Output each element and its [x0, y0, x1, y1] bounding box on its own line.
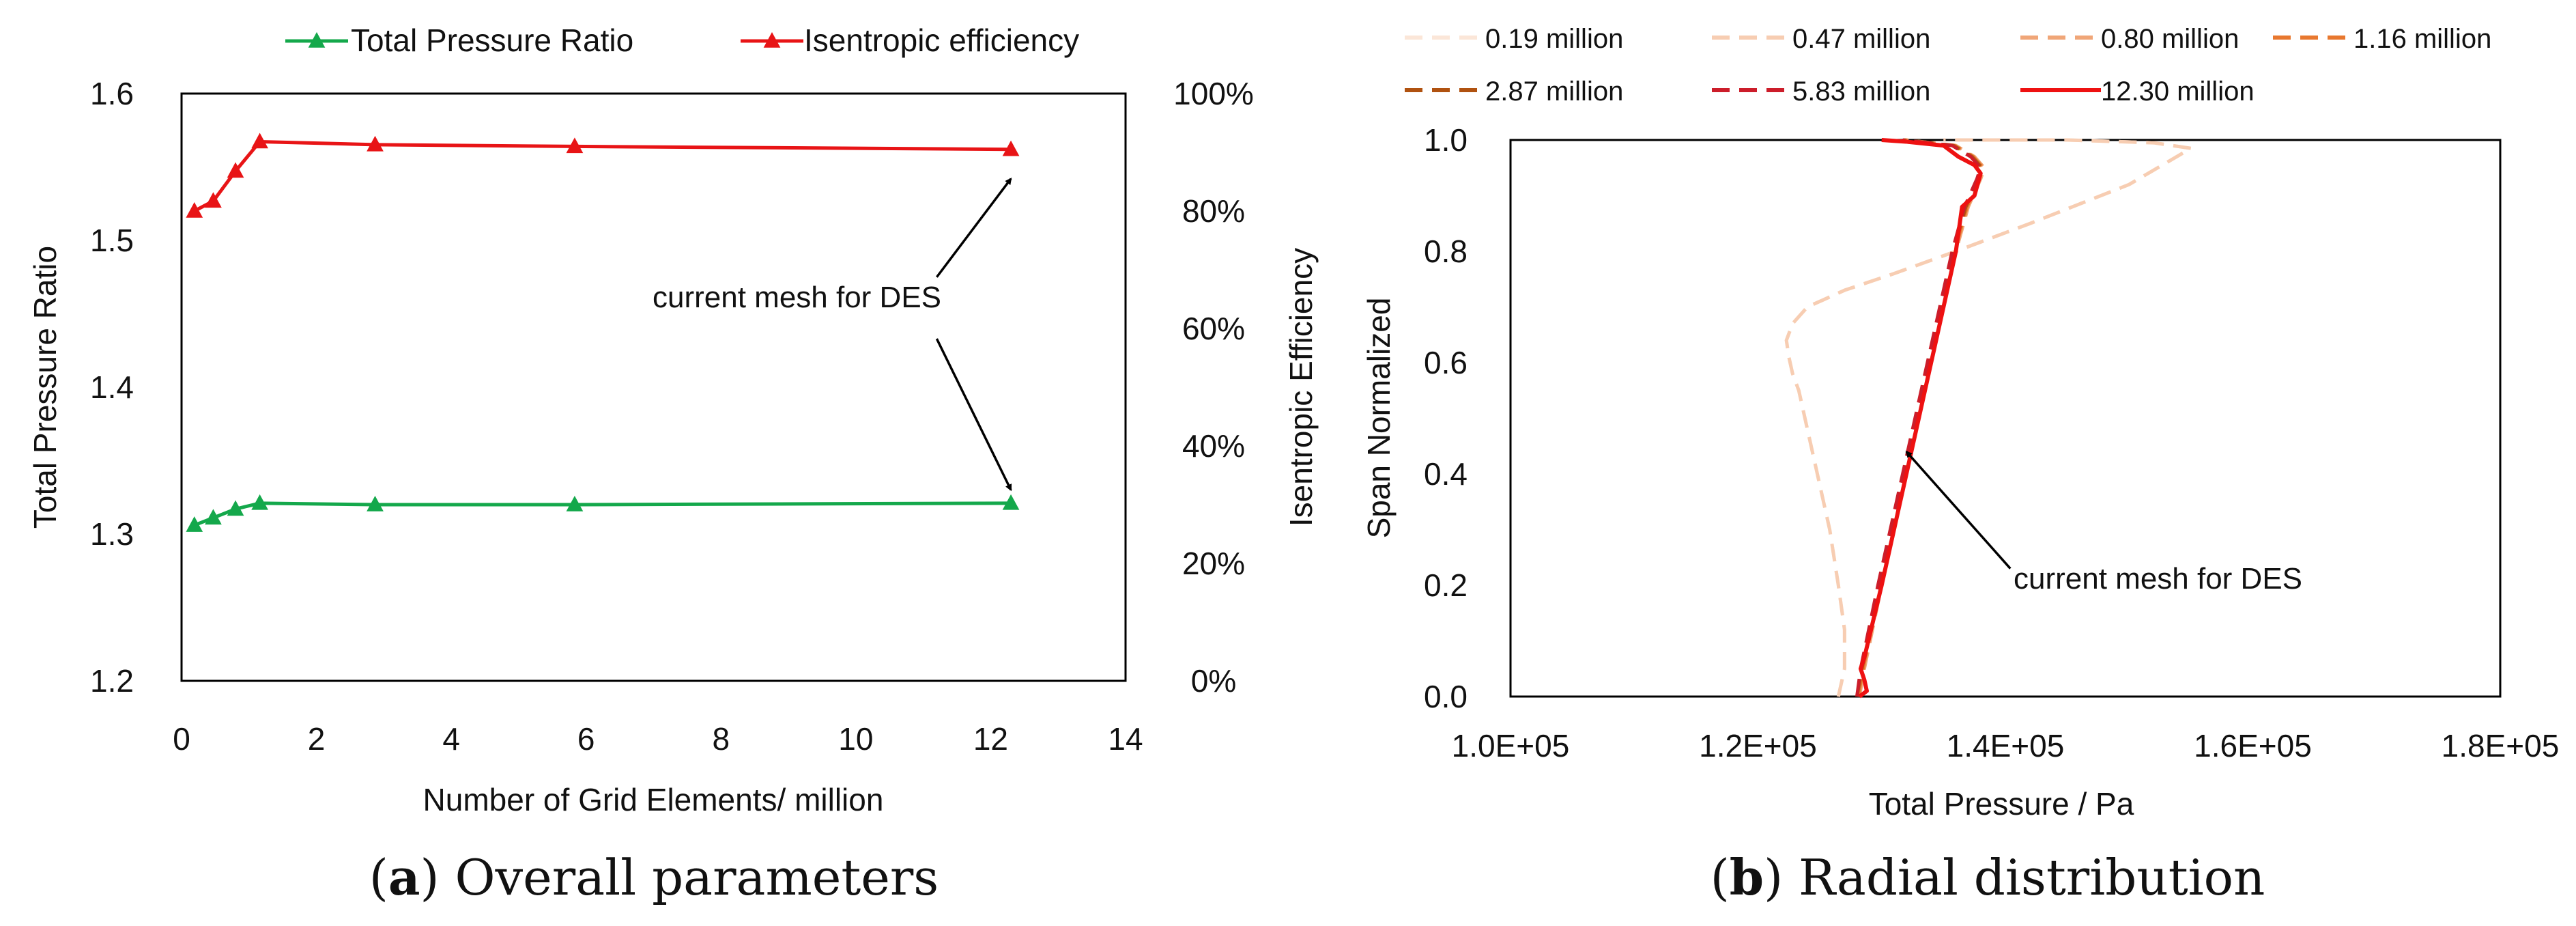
chart-a-caption-letter: a — [388, 848, 420, 906]
chart-a-x-tick-label: 0 — [173, 721, 190, 757]
chart-b-x-tick-label: 1.8E+05 — [2442, 728, 2560, 763]
chart-a-y-tick-label: 1.5 — [90, 223, 134, 258]
chart-a-legend-label-pressure-ratio: Total Pressure Ratio — [351, 23, 633, 58]
chart-b-x-tick-label: 1.4E+05 — [1947, 728, 2065, 763]
chart-b-legend-label-4: 2.87 million — [1485, 76, 1623, 107]
chart-a-point-efficiency — [566, 137, 584, 154]
chart-b-caption: (b) Radial distribution — [1711, 848, 2265, 906]
chart-b-x-axis-label: Total Pressure / Pa — [1869, 786, 2134, 822]
chart-a-series-line-efficiency — [193, 139, 1012, 213]
chart-b-caption-letter: b — [1730, 848, 1764, 906]
chart-b-x-tick-label: 1.0E+05 — [1452, 728, 1570, 763]
chart-a-point-pressure-ratio — [251, 494, 268, 510]
chart-a-y2-tick-label: 60% — [1182, 311, 1245, 346]
chart-b-y-tick-label: 0.6 — [1424, 345, 1468, 380]
chart-a-legend-marker-efficiency — [763, 32, 781, 48]
chart-a-point-pressure-ratio — [367, 496, 384, 511]
chart-b-x-tick-labels: 1.0E+05 1.2E+05 1.4E+05 1.6E+05 1.8E+05 — [1452, 728, 2560, 763]
chart-a-y2-axis-label: Isentropic Efficiency — [1283, 248, 1319, 527]
chart-a-x-tick-label: 10 — [838, 721, 873, 757]
chart-b-series-line-0 — [1784, 138, 2193, 697]
chart-b-legend-label-0: 0.19 million — [1485, 24, 1623, 54]
chart-b-x-tick-label: 1.2E+05 — [1699, 728, 1817, 763]
chart-a-point-efficiency — [251, 132, 268, 149]
chart-b-y-tick-labels: 0.0 0.2 0.4 0.6 0.8 1.0 — [1424, 122, 1468, 714]
chart-a-y-tick-labels: 1.2 1.3 1.4 1.5 1.6 — [90, 76, 134, 699]
chart-a-point-efficiency — [1002, 140, 1020, 156]
chart-a-legend-label-efficiency: Isentropic efficiency — [804, 23, 1079, 58]
chart-a-y-tick-label: 1.2 — [90, 663, 134, 699]
chart-b-legend-label-1: 0.47 million — [1792, 24, 1930, 54]
chart-a-annotation-text: current mesh for DES — [653, 281, 941, 314]
chart-a-point-pressure-ratio — [186, 516, 203, 532]
chart-a-x-tick-label: 14 — [1108, 721, 1143, 757]
chart-b-x-tick-label: 1.6E+05 — [2194, 728, 2312, 763]
chart-a-legend: Total Pressure Ratio Isentropic efficien… — [285, 23, 1079, 58]
chart-a-series-group — [186, 132, 1020, 532]
chart-b-series-line-6 — [1858, 138, 1983, 699]
chart-b-annotation: current mesh for DES — [1905, 450, 2302, 595]
chart-a-x-tick-label: 6 — [577, 721, 595, 757]
chart-a-point-efficiency — [367, 135, 384, 152]
chart-b: 0.19 million 0.47 million 0.80 million 1.16… — [1361, 24, 2559, 906]
chart-a-x-tick-label: 4 — [442, 721, 460, 757]
chart-a-point-pressure-ratio — [566, 496, 584, 511]
chart-b-y-tick-label: 1.0 — [1424, 122, 1468, 158]
chart-a-y2-tick-label: 80% — [1182, 193, 1245, 229]
chart-a-y2-tick-label: 100% — [1173, 76, 1254, 111]
chart-a-annotation: current mesh for DES — [653, 178, 1012, 492]
chart-a-point-pressure-ratio — [227, 500, 244, 516]
chart-a-x-tick-label: 8 — [712, 721, 730, 757]
chart-a-point-efficiency — [186, 202, 203, 218]
chart-a-legend-marker-pressure-ratio — [308, 32, 326, 48]
chart-a-y-axis-label: Total Pressure Ratio — [27, 246, 63, 529]
chart-b-legend-label-2: 0.80 million — [2101, 24, 2239, 54]
chart-a-plot-area — [180, 92, 1127, 682]
chart-a-x-tick-label: 12 — [973, 721, 1008, 757]
chart-b-legend-label-5: 5.83 million — [1792, 76, 1930, 107]
chart-a-y2-tick-label: 0% — [1191, 663, 1236, 699]
chart-a-series-line-pressure-ratio — [193, 501, 1012, 527]
chart-b-y-tick-label: 0.4 — [1424, 456, 1468, 492]
chart-b-series-line-2 — [1857, 138, 1986, 697]
chart-a-caption-text: Overall parameters — [440, 849, 939, 906]
chart-b-annotation-text: current mesh for DES — [2014, 562, 2302, 595]
chart-a-caption: (a) Overall parameters — [369, 848, 939, 906]
chart-a-point-pressure-ratio — [1002, 494, 1020, 510]
chart-a-x-tick-label: 2 — [308, 721, 326, 757]
chart-b-legend-label-6: 12.30 million — [2101, 76, 2255, 107]
chart-a-point-efficiency — [205, 192, 222, 208]
chart-a-y-tick-label: 1.3 — [90, 516, 134, 552]
chart-b-series-line-1 — [1784, 138, 2193, 697]
chart-a: Total Pressure Ratio Isentropic efficien… — [27, 23, 1319, 906]
chart-b-series-group — [1784, 138, 2193, 699]
chart-b-legend: 0.19 million 0.47 million 0.80 million 1.16… — [1405, 24, 2491, 107]
chart-a-x-axis-label: Number of Grid Elements/ million — [423, 782, 884, 817]
chart-a-y-tick-label: 1.6 — [90, 76, 134, 111]
chart-b-y-tick-label: 0.8 — [1424, 234, 1468, 269]
chart-a-y-tick-label: 1.4 — [90, 369, 134, 405]
chart-b-legend-label-3: 1.16 million — [2353, 24, 2491, 54]
chart-b-y-axis-label: Span Normalized — [1361, 298, 1397, 539]
chart-a-y2-tick-label: 40% — [1182, 428, 1245, 464]
chart-a-annotation-arrow — [936, 178, 1012, 278]
chart-a-point-efficiency — [227, 162, 244, 178]
chart-b-plot-area — [1509, 139, 2502, 698]
chart-a-y2-tick-label: 20% — [1182, 546, 1245, 581]
chart-a-x-tick-labels: 0 2 4 6 8 10 12 14 — [173, 721, 1143, 757]
chart-b-y-tick-label: 0.0 — [1424, 679, 1468, 714]
chart-b-annotation-arrow — [1905, 450, 2012, 570]
chart-b-caption-text: Radial distribution — [1783, 849, 2265, 906]
chart-a-y2-tick-labels: 0% 20% 40% 60% 80% 100% — [1173, 76, 1254, 699]
chart-a-point-pressure-ratio — [205, 509, 222, 525]
chart-a-annotation-arrow — [935, 338, 1012, 492]
chart-b-y-tick-label: 0.2 — [1424, 567, 1468, 603]
